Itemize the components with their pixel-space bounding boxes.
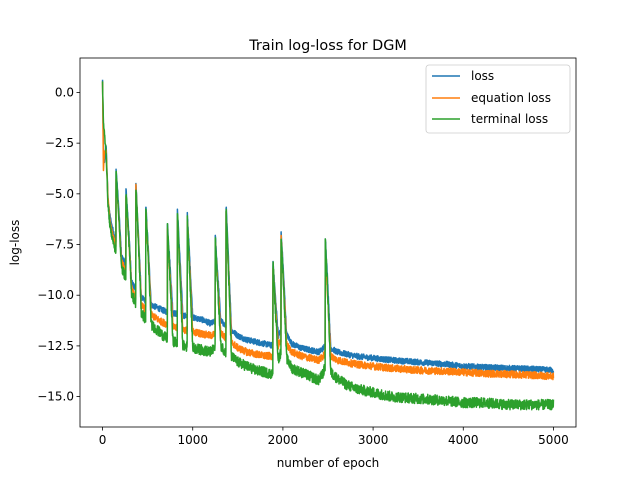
chart-title: Train log-loss for DGM [248, 38, 407, 54]
x-axis-label: number of epoch [277, 456, 380, 470]
y-tick-label: −10.0 [37, 288, 74, 302]
y-axis-label: log-loss [8, 220, 22, 266]
series-line-terminal-loss [101, 81, 555, 411]
legend-label-terminal-loss: terminal loss [471, 112, 548, 126]
x-tick-label: 3000 [358, 433, 389, 447]
y-tick-label: −12.5 [37, 339, 74, 353]
y-tick-label: −2.5 [45, 136, 74, 150]
x-tick-label: 5000 [538, 433, 569, 447]
y-tick-label: −7.5 [45, 238, 74, 252]
x-axis-ticks: 0 1000 2000 3000 4000 5000 [99, 427, 569, 447]
legend-box [425, 64, 571, 134]
x-tick-label: 2000 [268, 433, 299, 447]
legend: loss equation loss terminal loss [425, 64, 571, 134]
x-tick-label: 1000 [177, 433, 208, 447]
y-axis-ticks: 0.0 −2.5 −5.0 −7.5 −10.0 −12.5 −15.0 [37, 85, 80, 404]
legend-label-equation-loss: equation loss [471, 91, 551, 105]
plot-lines [101, 79, 555, 411]
x-tick-label: 0 [99, 433, 107, 447]
x-tick-label: 4000 [448, 433, 479, 447]
y-tick-label: −15.0 [37, 390, 74, 404]
legend-label-loss: loss [471, 69, 494, 83]
y-tick-label: 0.0 [55, 85, 74, 99]
axes-frame [79, 57, 577, 428]
y-tick-label: −5.0 [45, 187, 74, 201]
